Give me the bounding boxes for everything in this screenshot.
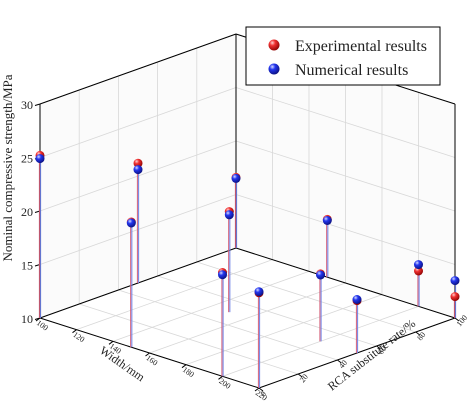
grid-z-left-3 xyxy=(39,87,237,158)
floor-left-edge xyxy=(39,247,237,319)
point-numerical-7 xyxy=(316,270,325,280)
grid-x-floor-5 xyxy=(222,305,419,377)
grid-y-floor-2 xyxy=(118,289,338,361)
grid-z-left-1 xyxy=(39,194,237,265)
floor-right-edge xyxy=(235,247,456,319)
y-tick-2 xyxy=(337,359,342,364)
z-axis-label: Nominal compressive strength/MPa xyxy=(0,74,15,261)
point-experimental-1 xyxy=(133,158,143,168)
y-tick-label: 100 xyxy=(455,313,470,328)
legend-box xyxy=(245,26,441,86)
y-tick-label: 80 xyxy=(415,330,427,342)
legend-label-experimental: Experimental results xyxy=(295,38,427,55)
grid-x-floor-4 xyxy=(185,294,383,366)
y-tick-3 xyxy=(376,345,381,350)
point-numerical-9 xyxy=(450,276,460,286)
point-numerical-5 xyxy=(126,218,136,228)
data-points xyxy=(35,150,460,306)
y-tick-label: 20 xyxy=(298,372,310,384)
x-tick-1 xyxy=(72,329,77,334)
y-tick-4 xyxy=(415,331,421,336)
top-left-edge xyxy=(39,33,237,105)
point-numerical-1 xyxy=(133,165,143,175)
grid-x-floor-1 xyxy=(76,259,273,331)
point-numerical-10 xyxy=(352,295,362,304)
point-numerical-2 xyxy=(35,154,45,164)
grid-x-floor-3 xyxy=(149,282,346,354)
point-numerical-6 xyxy=(414,260,423,270)
x-tick-5 xyxy=(218,375,223,380)
z-tick-label: 10 xyxy=(21,312,33,326)
z-tick-label: 15 xyxy=(21,259,33,273)
x-tick-0 xyxy=(35,317,41,322)
grid-x-floor-2 xyxy=(112,270,310,342)
grid-y-floor-4 xyxy=(196,261,416,333)
y-axis-line xyxy=(258,317,456,389)
point-numerical-8 xyxy=(218,270,227,280)
point-stems xyxy=(38,155,457,388)
x-tick-2 xyxy=(108,340,114,345)
y-tick-1 xyxy=(297,373,303,378)
legend: Experimental results Numerical results xyxy=(245,26,441,86)
point-experimental-9 xyxy=(450,292,460,302)
grid-y-floor-3 xyxy=(157,275,377,347)
x-tick-3 xyxy=(145,352,150,357)
legend-marker-numerical xyxy=(268,63,280,75)
y-tick-5 xyxy=(454,317,460,322)
z-tick-label: 30 xyxy=(21,98,33,112)
y-tick-0 xyxy=(258,387,264,392)
y-tick-label: 40 xyxy=(337,358,349,370)
point-numerical-11 xyxy=(254,287,264,297)
point-experimental-6 xyxy=(414,266,423,276)
y-tick-label: 60 xyxy=(376,344,388,356)
x-tick-6 xyxy=(254,387,260,392)
x-tick-4 xyxy=(181,364,187,369)
grid-y-floor-1 xyxy=(79,303,299,375)
grid-z-left-2 xyxy=(39,140,237,212)
z-tick-label: 20 xyxy=(21,205,33,219)
point-numerical-0 xyxy=(231,173,241,183)
legend-label-numerical: Numerical results xyxy=(295,62,408,79)
y-tick-label: 0 xyxy=(259,389,268,398)
legend-marker-experimental xyxy=(268,39,280,51)
point-numerical-3 xyxy=(322,216,332,225)
z-tick-4 xyxy=(34,103,41,106)
point-numerical-4 xyxy=(224,210,234,220)
z-tick-label: 25 xyxy=(21,152,33,166)
